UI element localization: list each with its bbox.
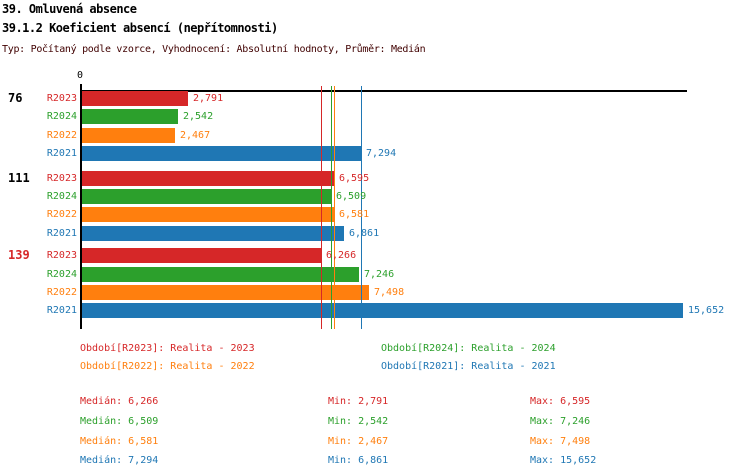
legend-item-3: Období[R2021]: Realita - 2021 [381,361,556,372]
row-label-139-R2022: R2022 [46,287,77,298]
bar-139-R2024 [82,267,359,282]
row-label-76-R2022: R2022 [46,130,77,141]
bar-76-R2022 [82,128,175,143]
value-label-76-R2021: 7,294 [366,148,397,159]
row-label-76-R2024: R2024 [46,111,77,122]
bar-139-R2023 [82,248,321,263]
value-label-139-R2023: 6,266 [326,250,357,261]
legend-item-2: Období[R2022]: Realita - 2022 [80,361,255,372]
stat-median-1: Medián: 6,509 [80,416,159,427]
value-label-76-R2023: 2,791 [193,93,224,104]
bar-76-R2021 [82,146,361,161]
stat-max-3: Max: 15,652 [530,455,597,466]
median-line-R2021 [361,86,362,329]
bar-111-R2022 [82,207,334,222]
axis-origin-label: 0 [76,70,84,81]
value-label-111-R2021: 6,861 [349,228,380,239]
stat-median-2: Medián: 6,581 [80,436,159,447]
legend-item-1: Období[R2024]: Realita - 2024 [381,343,556,354]
stat-min-3: Min: 6,861 [328,455,389,466]
group-label-111: 111 [8,171,30,185]
stat-max-2: Max: 7,498 [530,436,591,447]
bar-111-R2021 [82,226,344,241]
value-label-139-R2022: 7,498 [374,287,405,298]
bar-76-R2023 [82,91,188,106]
bar-76-R2024 [82,109,178,124]
stat-min-1: Min: 2,542 [328,416,389,427]
stat-max-0: Max: 6,595 [530,396,591,407]
row-label-139-R2024: R2024 [46,269,77,280]
row-label-111-R2021: R2021 [46,228,77,239]
value-label-111-R2022: 6,581 [339,209,370,220]
bar-111-R2023 [82,171,334,186]
chart-subtitle: Typ: Počítaný podle vzorce, Vyhodnocení:… [2,44,426,55]
stat-median-3: Medián: 7,294 [80,455,159,466]
stat-min-0: Min: 2,791 [328,396,389,407]
legend-item-0: Období[R2023]: Realita - 2023 [80,343,255,354]
stat-median-0: Medián: 6,266 [80,396,159,407]
group-label-139: 139 [8,248,30,262]
row-label-111-R2022: R2022 [46,209,77,220]
group-label-76: 76 [8,91,23,105]
value-label-76-R2024: 2,542 [183,111,214,122]
page-title: 39. Omluvená absence [2,2,137,16]
chart-title: 39.1.2 Koeficient absencí (nepřítomnosti… [2,21,278,35]
median-line-R2023 [321,86,322,329]
stat-min-2: Min: 2,467 [328,436,389,447]
median-line-R2024 [331,86,332,329]
value-label-76-R2022: 2,467 [180,130,211,141]
median-line-R2022 [334,86,335,329]
value-label-111-R2023: 6,595 [339,173,370,184]
row-label-76-R2023: R2023 [46,93,77,104]
row-label-111-R2023: R2023 [46,173,77,184]
row-label-111-R2024: R2024 [46,191,77,202]
bar-139-R2021 [82,303,683,318]
bar-139-R2022 [82,285,369,300]
bar-111-R2024 [82,189,331,204]
value-label-139-R2024: 7,246 [364,269,395,280]
row-label-139-R2021: R2021 [46,305,77,316]
value-label-111-R2024: 6,509 [336,191,367,202]
value-label-139-R2021: 15,652 [688,305,725,316]
row-label-76-R2021: R2021 [46,148,77,159]
axis-line-x [80,90,687,92]
row-label-139-R2023: R2023 [46,250,77,261]
stat-max-1: Max: 7,246 [530,416,591,427]
axis-line-y [80,84,82,329]
